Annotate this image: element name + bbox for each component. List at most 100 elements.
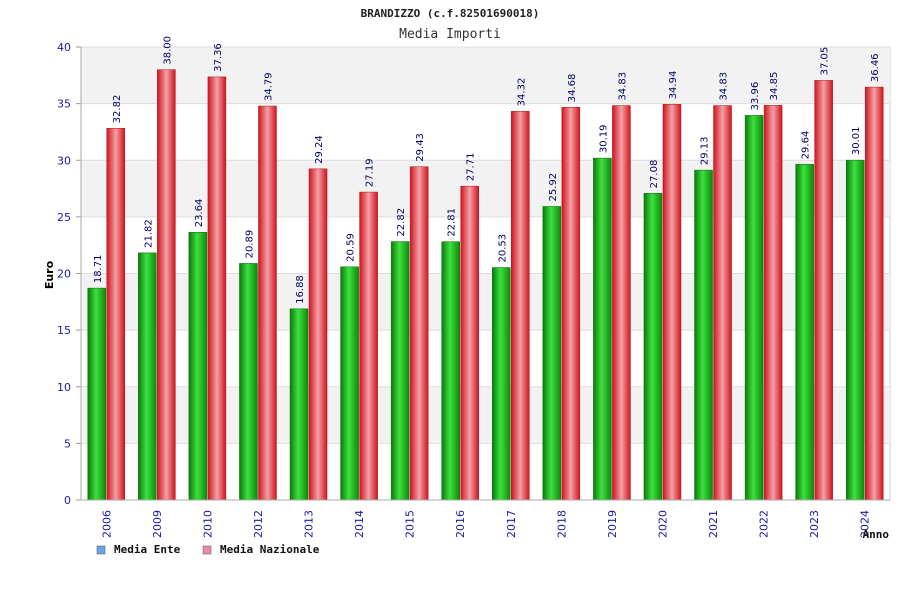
data-label-nazionale-2010: 37.36 xyxy=(213,43,224,72)
data-label-ente-2010: 23.64 xyxy=(194,199,205,228)
bar-nazionale-2020 xyxy=(662,104,682,501)
x-tick-label-2009: 2009 xyxy=(151,510,164,538)
bar-ente-2014 xyxy=(340,266,359,501)
x-tick-labels: 2006 2009 2010 2012 2013 2014 2015 2016 2017 2018… xyxy=(100,510,871,538)
data-label-ente-2018: 25.92 xyxy=(548,173,559,202)
bar-ente-2021 xyxy=(694,169,713,501)
x-tick-label-2006: 2006 xyxy=(100,510,113,538)
data-label-ente-2013: 16.88 xyxy=(295,275,306,304)
y-tick-label: 30 xyxy=(57,154,71,167)
bar-ente-2020 xyxy=(643,193,663,501)
y-axis-label: Euro xyxy=(43,260,56,289)
x-tick-label-2019: 2019 xyxy=(606,510,619,538)
data-label-ente-2020: 27.08 xyxy=(649,160,660,189)
legend-item-ente: Media Ente xyxy=(96,543,181,556)
x-tick-label-2018: 2018 xyxy=(555,510,568,538)
bar-nazionale-2015 xyxy=(409,166,429,501)
bar-nazionale-2021 xyxy=(713,105,732,501)
bars-group xyxy=(87,69,884,501)
data-label-ente-2024: 30.01 xyxy=(851,126,862,155)
data-label-ente-2022: 33.96 xyxy=(750,82,761,111)
data-label-nazionale-2014: 27.19 xyxy=(365,158,376,187)
data-label-ente-2021: 29.13 xyxy=(700,136,711,165)
bar-nazionale-2023 xyxy=(814,80,833,501)
data-label-ente-2023: 29.64 xyxy=(801,131,812,160)
y-tick-label: 15 xyxy=(57,324,71,337)
axes-group xyxy=(80,47,890,501)
x-tick-label-2024: 2024 xyxy=(859,510,872,538)
data-label-nazionale-2022: 34.85 xyxy=(769,72,780,101)
data-label-nazionale-2021: 34.83 xyxy=(719,72,730,101)
data-label-ente-2012: 20.89 xyxy=(244,230,255,259)
chart-title: BRANDIZZO (c.f.82501690018) xyxy=(361,7,540,20)
legend-label-ente: Media Ente xyxy=(114,543,181,556)
bar-ente-2009 xyxy=(138,252,157,501)
y-tick-label: 40 xyxy=(57,41,71,54)
data-label-ente-2014: 20.59 xyxy=(346,233,357,262)
data-label-nazionale-2012: 34.79 xyxy=(263,72,274,101)
data-label-nazionale-2023: 37.05 xyxy=(820,47,831,76)
bar-ente-2022 xyxy=(744,115,764,501)
data-label-nazionale-2024: 36.46 xyxy=(870,53,881,82)
bar-ente-2010 xyxy=(188,232,208,501)
x-axis-label: Anno xyxy=(863,528,890,541)
legend-swatch-ente xyxy=(96,545,106,555)
bar-ente-2016 xyxy=(441,241,460,501)
data-label-ente-2006: 18.71 xyxy=(93,254,104,283)
data-label-ente-2017: 20.53 xyxy=(497,234,508,263)
y-tick-label: 0 xyxy=(64,494,71,507)
data-label-nazionale-2006: 32.82 xyxy=(112,95,123,124)
y-tick-label: 5 xyxy=(64,437,71,450)
data-label-ente-2009: 21.82 xyxy=(143,219,154,248)
bar-nazionale-2012 xyxy=(258,105,277,501)
data-label-ente-2016: 22.81 xyxy=(447,208,458,237)
data-label-nazionale-2018: 34.68 xyxy=(567,74,578,103)
legend: Media Ente Media Nazionale xyxy=(96,543,320,556)
bar-ente-2023 xyxy=(795,164,814,501)
data-label-ente-2015: 22.82 xyxy=(396,208,407,237)
y-tick-label: 25 xyxy=(57,211,71,224)
x-tick-label-2010: 2010 xyxy=(201,510,214,538)
bar-ente-2019 xyxy=(593,157,612,501)
data-label-ente-2019: 30.19 xyxy=(598,124,609,153)
bar-ente-2024 xyxy=(845,159,865,501)
bar-ente-2017 xyxy=(492,267,511,501)
legend-swatch-nazionale xyxy=(202,545,212,555)
bar-ente-2013 xyxy=(289,308,309,501)
bar-nazionale-2009 xyxy=(157,69,176,501)
data-label-nazionale-2013: 29.24 xyxy=(314,135,325,164)
y-tick-label: 10 xyxy=(57,381,71,394)
bar-ente-2015 xyxy=(390,241,410,501)
x-tick-label-2017: 2017 xyxy=(505,510,518,538)
data-label-nazionale-2009: 38.00 xyxy=(162,36,173,65)
x-tick-label-2020: 2020 xyxy=(656,510,669,538)
x-tick-label-2015: 2015 xyxy=(404,510,417,538)
bar-nazionale-2017 xyxy=(511,111,530,501)
data-label-nazionale-2020: 34.94 xyxy=(668,71,679,100)
x-tick-label-2023: 2023 xyxy=(808,510,821,538)
bar-nazionale-2018 xyxy=(561,106,581,501)
data-label-nazionale-2017: 34.32 xyxy=(516,78,527,107)
bar-nazionale-2013 xyxy=(308,168,328,501)
data-label-nazionale-2015: 29.43 xyxy=(415,133,426,162)
bar-nazionale-2022 xyxy=(763,105,783,501)
y-tick-label: 35 xyxy=(57,98,71,111)
y-tick-label: 20 xyxy=(57,268,71,281)
bar-ente-2018 xyxy=(542,206,562,501)
bar-nazionale-2014 xyxy=(359,191,378,501)
x-tick-label-2021: 2021 xyxy=(707,510,720,538)
data-labels-group: 18.71 32.82 21.82 38.00 23.64 37.36 20.89 34.79… xyxy=(93,36,881,304)
bar-nazionale-2019 xyxy=(612,105,631,501)
bar-nazionale-2016 xyxy=(460,185,479,501)
y-tick-labels: 0 5 10 15 20 25 30 35 40 xyxy=(57,41,71,507)
chart-subtitle: Media Importi xyxy=(399,27,501,42)
x-tick-label-2016: 2016 xyxy=(454,510,467,538)
data-label-nazionale-2016: 27.71 xyxy=(466,153,477,182)
bar-nazionale-2024 xyxy=(864,86,884,501)
bar-nazionale-2010 xyxy=(207,76,227,501)
legend-item-nazionale: Media Nazionale xyxy=(202,543,320,556)
x-tick-label-2013: 2013 xyxy=(303,510,316,538)
bar-nazionale-2006 xyxy=(106,128,126,501)
